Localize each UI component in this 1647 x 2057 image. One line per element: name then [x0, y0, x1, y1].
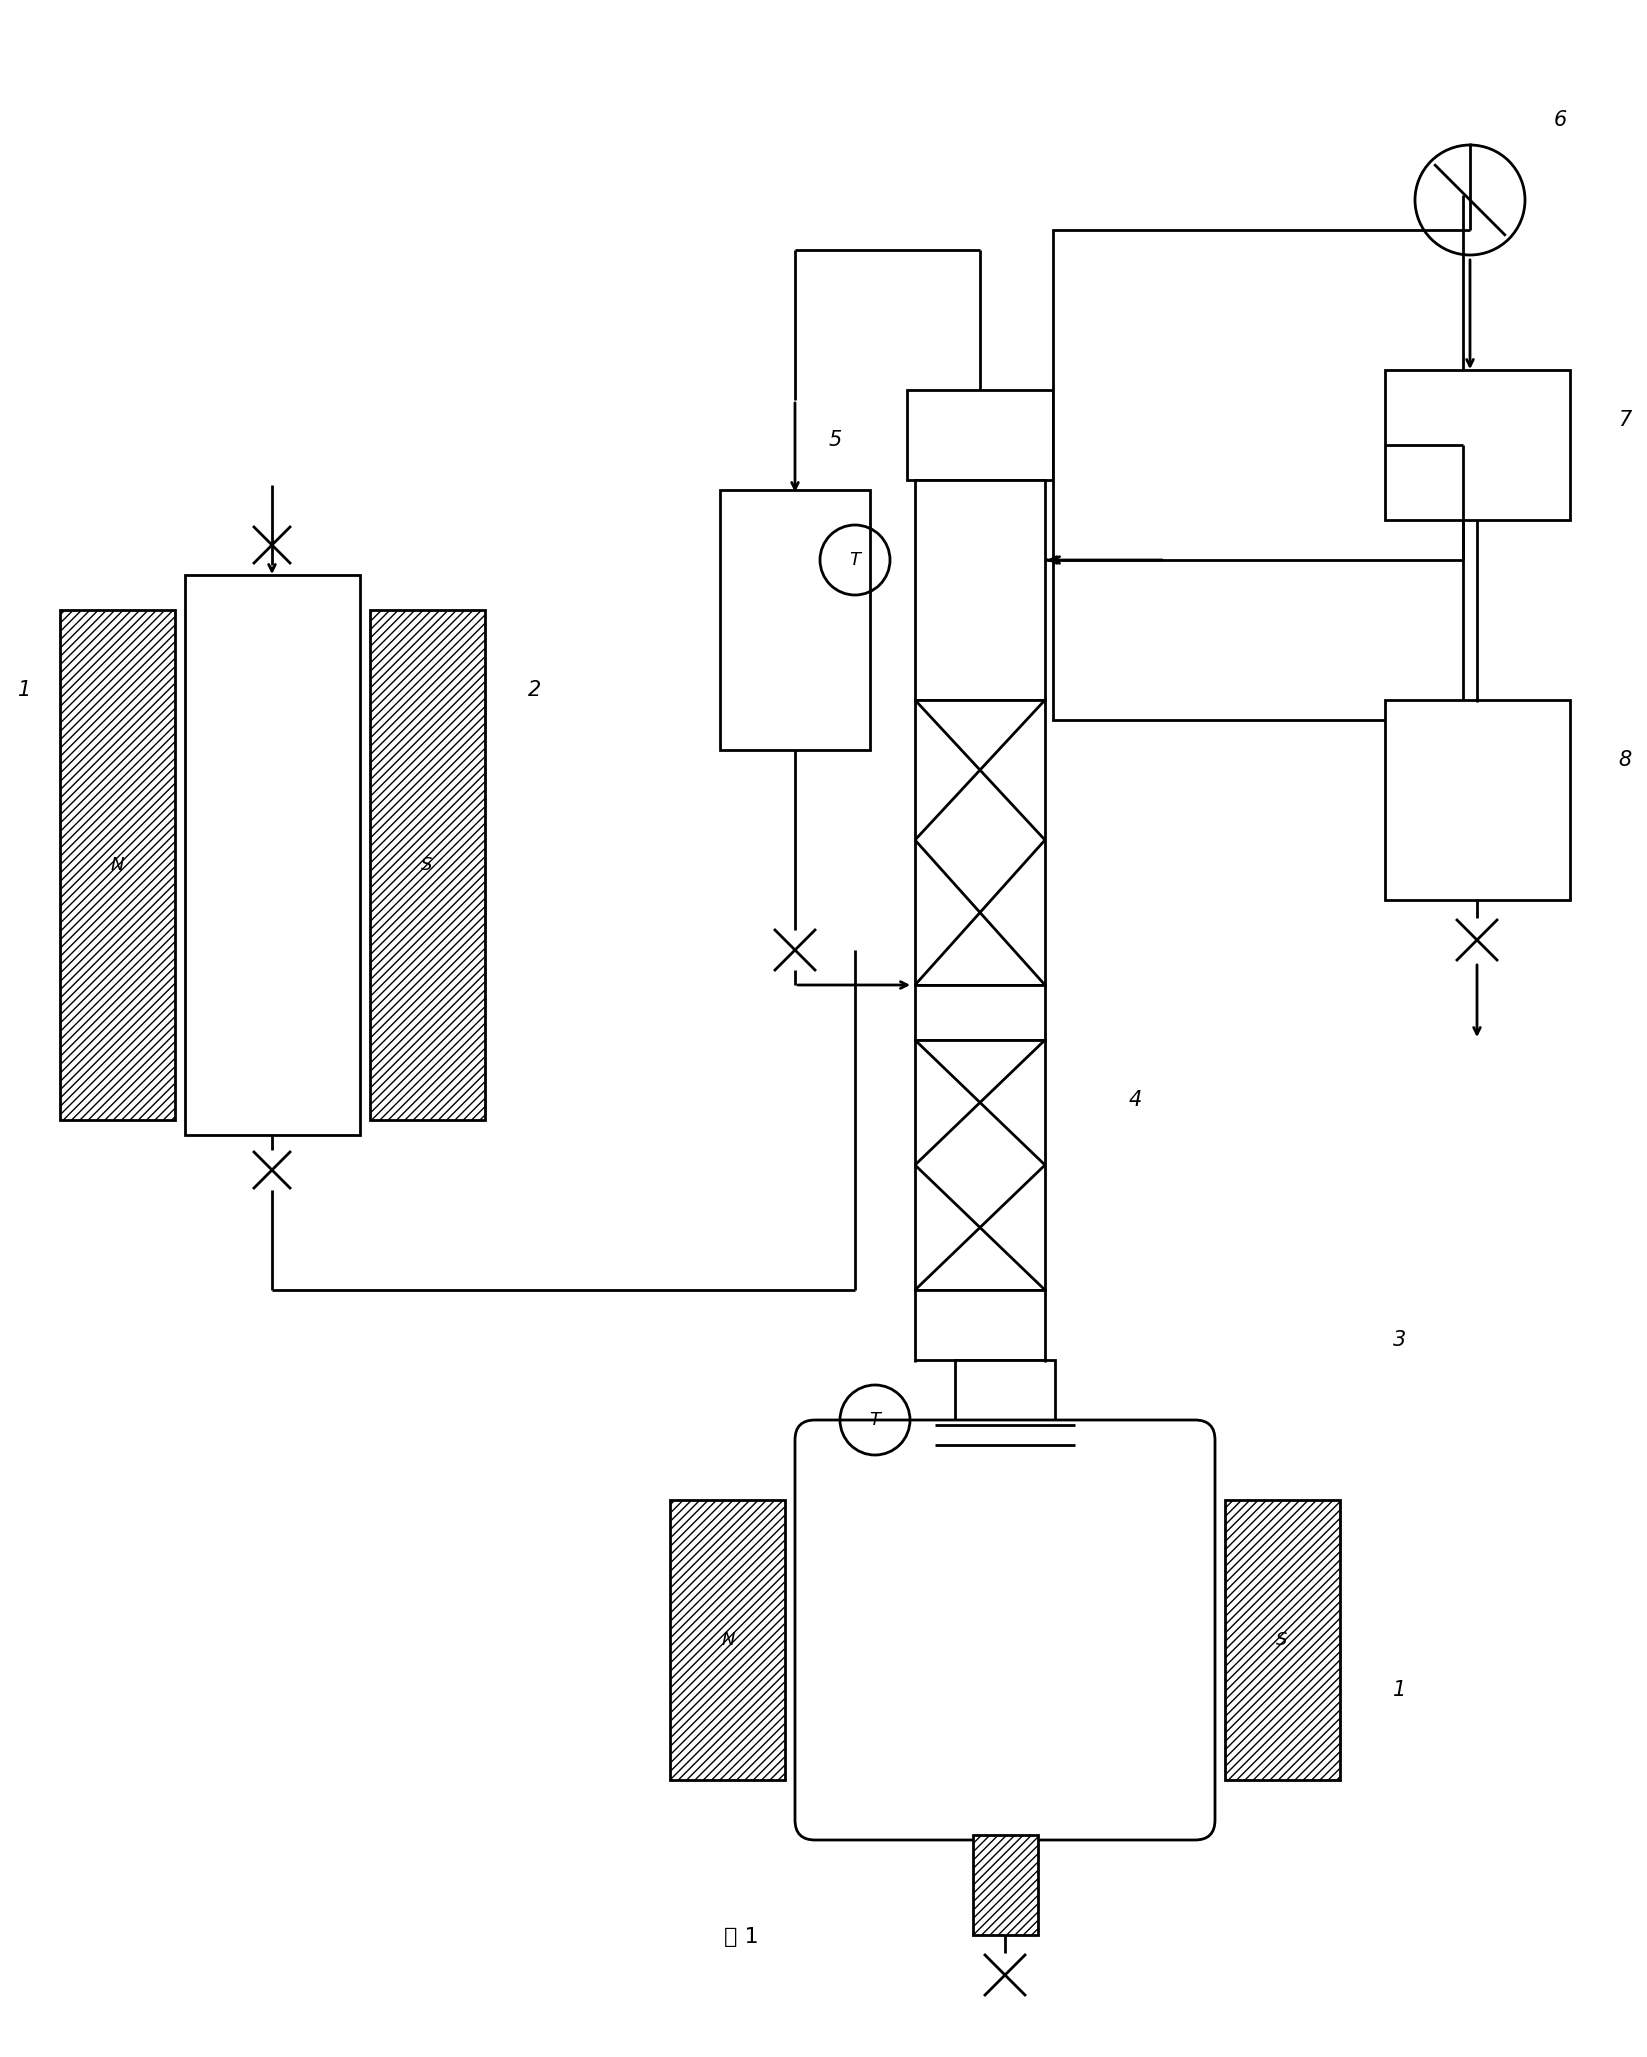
Bar — [371, 611, 484, 1119]
Bar — [916, 1041, 1044, 1290]
Bar — [59, 611, 175, 1119]
Text: 图 1: 图 1 — [723, 1927, 759, 1948]
FancyBboxPatch shape — [796, 1419, 1215, 1841]
Text: 8: 8 — [1619, 751, 1632, 769]
Bar — [720, 490, 870, 751]
Text: S: S — [1276, 1631, 1288, 1650]
Text: T: T — [850, 551, 860, 570]
Bar — [955, 1360, 1056, 1440]
Bar — [916, 699, 1044, 985]
Bar — [916, 479, 1044, 699]
Bar — [1385, 370, 1570, 520]
Text: 4: 4 — [1128, 1090, 1141, 1111]
Bar — [907, 391, 1052, 479]
Text: N: N — [110, 856, 124, 874]
Text: 3: 3 — [1393, 1331, 1407, 1349]
Text: T: T — [870, 1411, 881, 1430]
Bar — [973, 1835, 1038, 1936]
Bar — [1052, 230, 1463, 720]
Bar — [1385, 699, 1570, 901]
Text: 7: 7 — [1619, 409, 1632, 430]
Text: S: S — [422, 856, 433, 874]
Bar — [1225, 1500, 1341, 1779]
Bar — [916, 985, 1044, 1041]
Bar — [670, 1500, 786, 1779]
Text: 5: 5 — [828, 430, 842, 450]
Text: 2: 2 — [529, 681, 542, 699]
Text: 1: 1 — [1393, 1681, 1407, 1699]
Text: 6: 6 — [1553, 109, 1566, 130]
Text: 1: 1 — [18, 681, 31, 699]
Bar — [916, 1290, 1044, 1360]
Text: N: N — [721, 1631, 735, 1650]
Bar — [184, 576, 361, 1135]
